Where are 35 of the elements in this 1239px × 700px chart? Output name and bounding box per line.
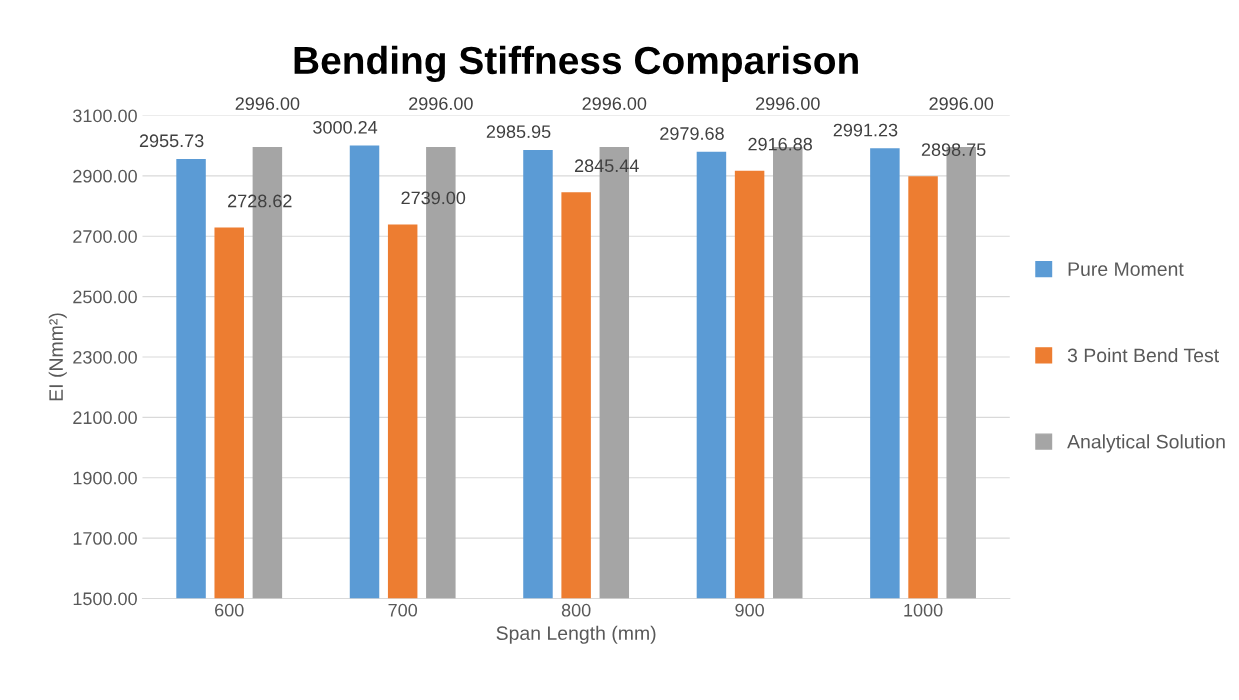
y-tick-label: 2300.00 [73, 350, 137, 364]
data-label: 2996.00 [235, 97, 300, 110]
data-label: 2916.88 [748, 137, 812, 151]
data-label: 2996.00 [582, 97, 647, 110]
y-tick-label: 2900.00 [73, 169, 137, 183]
y-tick-label: 2700.00 [73, 230, 137, 243]
data-label: 2996.00 [409, 97, 473, 110]
x-tick-label: 900 [735, 603, 764, 617]
x-tick-label: 700 [388, 603, 418, 617]
x-tick-label: 600 [215, 603, 244, 617]
y-tick-label: 1700.00 [73, 532, 137, 545]
x-axis-title: Span Length (mm) [496, 625, 656, 644]
y-tick-label: 1500.00 [73, 592, 137, 606]
data-label: 2991.23 [833, 123, 898, 137]
legend-label: 3 Point Bend Test [1067, 347, 1219, 363]
data-label: 2845.44 [574, 159, 639, 173]
legend-label: Pure Moment [1068, 262, 1184, 276]
data-label: 2996.00 [756, 97, 820, 110]
y-tick-label: 2500.00 [73, 290, 137, 304]
data-label: 2898.75 [921, 143, 986, 157]
data-label: 2996.00 [929, 97, 994, 110]
x-tick-label: 800 [561, 603, 591, 617]
chart-title: Bending Stiffness Comparison [294, 45, 858, 83]
x-tick-label: 1000 [904, 603, 943, 617]
legend-label: Analytical Solution [1067, 434, 1225, 453]
data-label: 2955.73 [139, 134, 204, 148]
data-label: 2979.68 [660, 127, 724, 140]
data-label: 2728.62 [228, 194, 292, 208]
y-axis-title: EI (Nmm²) [48, 313, 67, 401]
y-tick-label: 2100.00 [73, 411, 137, 425]
data-label: 2985.95 [486, 125, 551, 139]
data-label: 3000.24 [313, 120, 378, 134]
data-label: 2739.00 [401, 191, 466, 205]
y-tick-label: 3100.00 [73, 109, 137, 123]
y-tick-label: 1900.00 [73, 471, 137, 485]
